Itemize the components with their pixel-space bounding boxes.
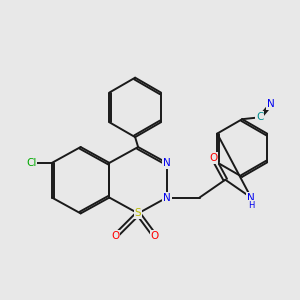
Text: O: O: [151, 231, 159, 241]
Text: O: O: [111, 231, 119, 241]
Text: N: N: [163, 158, 171, 168]
Text: S: S: [135, 208, 141, 218]
Text: Cl: Cl: [26, 158, 36, 168]
Text: O: O: [209, 153, 217, 163]
Text: N: N: [267, 99, 275, 110]
Text: H: H: [248, 201, 254, 210]
Text: N: N: [163, 193, 171, 202]
Text: N: N: [247, 193, 255, 202]
Text: C: C: [256, 112, 264, 122]
